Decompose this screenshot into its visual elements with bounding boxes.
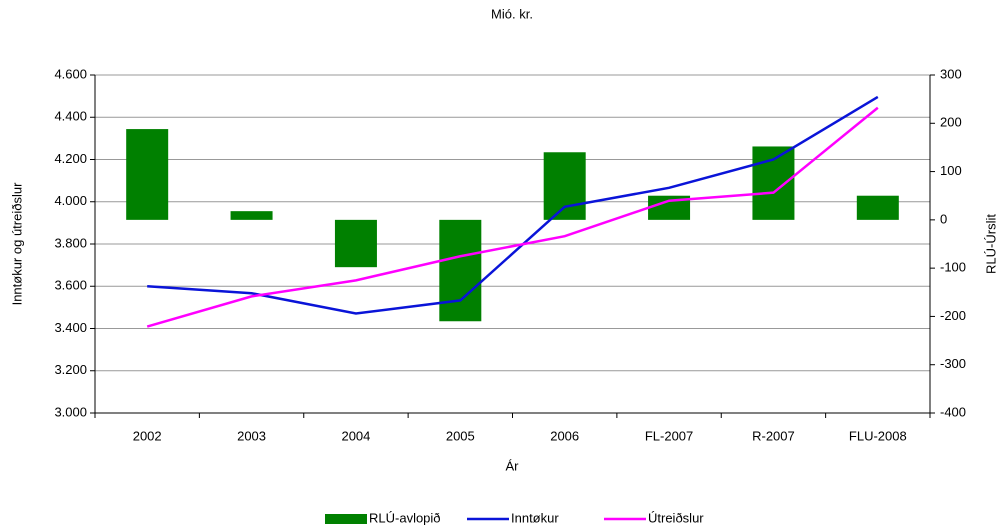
y-tick-label: 4.000 — [54, 193, 87, 208]
y2-tick-label: -200 — [940, 308, 966, 323]
x-tick-label: R-2007 — [752, 428, 795, 443]
x-tick-label: 2006 — [550, 428, 579, 443]
y2-tick-label: 0 — [940, 211, 947, 226]
line — [147, 95, 879, 315]
y-tick-label: 3.400 — [54, 320, 87, 335]
legend-swatch — [325, 514, 367, 524]
y-tick-label: 4.400 — [54, 109, 87, 124]
bar — [752, 146, 795, 220]
chart-title: Mió. kr. — [491, 6, 533, 21]
y-tick-label: 3.200 — [54, 362, 87, 377]
x-tick-label: FL-2007 — [645, 428, 693, 443]
x-axis-label: Ár — [506, 458, 520, 473]
legend-label: Inntøkur — [511, 510, 559, 525]
y-tick-label: 4.600 — [54, 66, 87, 81]
x-tick-label: 2002 — [133, 428, 162, 443]
bar — [230, 211, 273, 220]
legend-label: RLÚ-avlopið — [369, 510, 441, 525]
x-tick-label: FLU-2008 — [849, 428, 907, 443]
bar — [126, 129, 169, 220]
y2-axis-label: RLÚ-Úrslit — [983, 214, 998, 274]
line — [146, 106, 879, 328]
y2-tick-label: -300 — [940, 356, 966, 371]
y2-tick-label: 100 — [940, 163, 962, 178]
x-tick-label: 2004 — [341, 428, 370, 443]
y-tick-label: 4.200 — [54, 151, 87, 166]
y-axis-label: Inntøkur og útreiðslur — [9, 182, 24, 306]
y2-tick-label: -400 — [940, 404, 966, 419]
y-tick-label: 3.600 — [54, 278, 87, 293]
bar — [334, 219, 377, 268]
y2-tick-label: 300 — [940, 66, 962, 81]
bar — [439, 219, 482, 322]
x-tick-label: 2005 — [446, 428, 475, 443]
x-tick-label: 2003 — [237, 428, 266, 443]
legend-label: Útreiðslur — [648, 510, 704, 525]
bar — [543, 152, 586, 220]
y-tick-label: 3.800 — [54, 235, 87, 250]
y-tick-label: 3.000 — [54, 404, 87, 419]
y2-tick-label: -100 — [940, 260, 966, 275]
bar — [856, 195, 899, 220]
y2-tick-label: 200 — [940, 115, 962, 130]
